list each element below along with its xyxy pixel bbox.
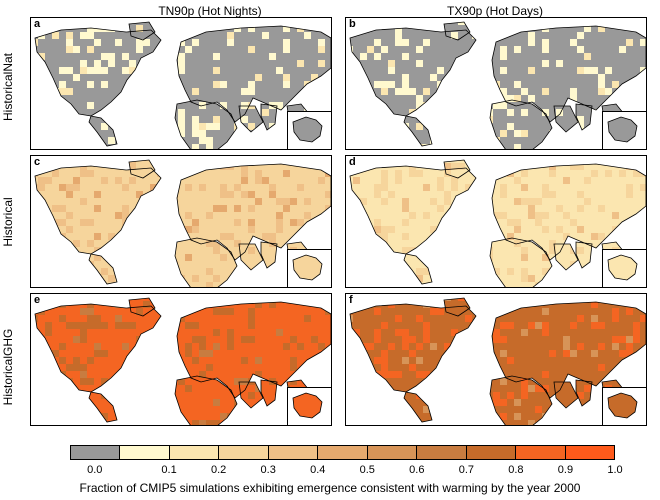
panel-letter: a: [34, 18, 41, 30]
coastline: [489, 99, 553, 149]
coastline: [491, 301, 646, 399]
map-panel-f: [345, 293, 647, 426]
row-label-historicalnat: HistoricalNat: [1, 53, 15, 122]
colorbar-tick-label: 0.8: [508, 464, 524, 476]
australia-inset: [287, 387, 331, 425]
colorbar-segment: [71, 446, 121, 459]
row-label-historical: Historical: [1, 197, 15, 247]
map-panel-d: [345, 155, 647, 288]
colorbar-segment: [516, 446, 566, 459]
colorbar-segment: [466, 446, 517, 459]
coastline: [489, 237, 553, 287]
coastline: [176, 25, 331, 123]
panel-letter: d: [349, 156, 356, 168]
coastline: [176, 301, 331, 399]
coastline: [491, 163, 646, 261]
colorbar-segment: [169, 446, 220, 459]
colorbar-segment: [318, 446, 368, 459]
map-panel-e: [30, 293, 332, 426]
coastline: [174, 99, 238, 149]
colorbar-tick-label: 0.5: [359, 464, 375, 476]
coastline: [176, 163, 331, 261]
australia-inset: [602, 387, 646, 425]
coastline: [443, 159, 471, 179]
coastline: [128, 297, 156, 317]
coastline: [575, 241, 593, 269]
map-panel-a: [30, 17, 332, 150]
australia-inset: [602, 111, 646, 149]
coastline: [349, 27, 477, 117]
colorbar-segment: [219, 446, 269, 459]
map-panel-b: [345, 17, 647, 150]
coastline: [174, 375, 238, 425]
coastline: [403, 391, 433, 423]
coastline: [349, 165, 477, 255]
colorbar-tick-label: 0.1: [161, 464, 177, 476]
coastline: [553, 381, 579, 409]
colorbar-tick-label: 0.3: [260, 464, 276, 476]
colorbar-caption: Fraction of CMIP5 simulations exhibiting…: [79, 481, 581, 495]
world-map: [349, 21, 646, 149]
coastline: [34, 303, 162, 393]
coastline: [489, 375, 553, 425]
coastline: [174, 237, 238, 287]
coastline: [260, 241, 278, 269]
australia-inset: [287, 249, 331, 287]
coastline: [260, 379, 278, 407]
coastline: [88, 391, 118, 423]
panel-letter: c: [34, 156, 41, 168]
coastline: [260, 103, 278, 131]
coastline: [34, 27, 162, 117]
colorbar: [70, 445, 615, 460]
coastline: [88, 253, 118, 285]
coastline: [128, 159, 156, 179]
row-label-historicalghg: HistoricalGHG: [1, 328, 15, 406]
column-title-left: TN90p (Hot Nights): [158, 4, 262, 18]
colorbar-segment: [417, 446, 467, 459]
world-map: [34, 159, 331, 287]
coastline: [403, 115, 433, 147]
coastline: [575, 103, 593, 131]
colorbar-segment: [565, 446, 614, 459]
colorbar-tick-label: 0.4: [310, 464, 326, 476]
colorbar-tick-label: 0.0: [87, 464, 103, 476]
coastline: [238, 105, 264, 133]
panel-letter: f: [349, 294, 353, 306]
colorbar-segment: [120, 446, 170, 459]
world-map: [34, 297, 331, 425]
panel-letter: b: [349, 18, 356, 30]
coastline: [553, 105, 579, 133]
colorbar-tick-label: 0.9: [557, 464, 574, 476]
coastline: [238, 381, 264, 409]
colorbar-tick-label: 0.6: [409, 464, 425, 476]
australia-inset: [287, 111, 331, 149]
colorbar-tick-label: 0.2: [210, 464, 227, 476]
australia-inset: [602, 249, 646, 287]
coastline: [443, 297, 471, 317]
coastline: [349, 303, 477, 393]
colorbar-segment: [268, 446, 319, 459]
coastline: [443, 21, 471, 41]
map-panel-c: [30, 155, 332, 288]
coastline: [403, 253, 433, 285]
coastline: [575, 379, 593, 407]
colorbar-tick-label: 0.7: [458, 464, 475, 476]
coastline: [128, 21, 156, 41]
coastline: [34, 165, 162, 255]
colorbar-segment: [367, 446, 418, 459]
coastline: [553, 243, 579, 271]
coastline: [88, 115, 118, 147]
colorbar-tick-label: 1.0: [607, 464, 623, 476]
coastline: [491, 25, 646, 123]
panel-letter: e: [34, 294, 41, 306]
column-title-right: TX90p (Hot Days): [446, 4, 544, 18]
coastline: [238, 243, 264, 271]
